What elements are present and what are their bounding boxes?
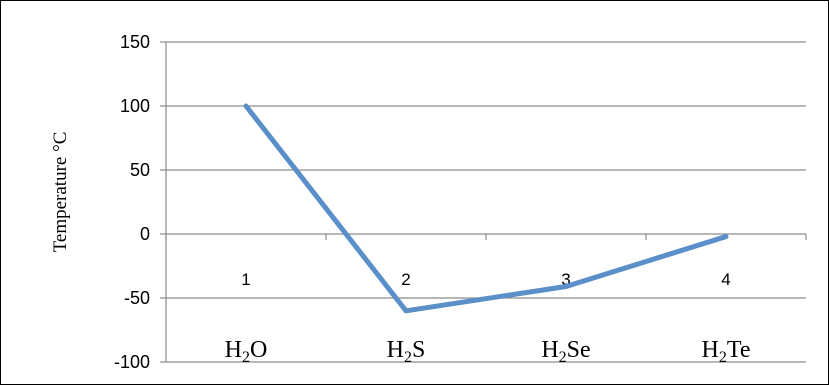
compound-label: H2O xyxy=(225,337,268,366)
series-line xyxy=(243,103,729,314)
y-tick-label: -50 xyxy=(124,288,150,308)
x-tick-label: 4 xyxy=(721,270,730,289)
y-tick-label: 100 xyxy=(120,96,150,116)
x-tick-label: 2 xyxy=(401,270,410,289)
y-tick-label: 150 xyxy=(120,32,150,52)
x-tick-label: 3 xyxy=(561,270,570,289)
compound-label: H2Se xyxy=(541,337,590,366)
y-tick-label: -100 xyxy=(114,352,150,372)
compound-label: H2S xyxy=(387,337,426,366)
y-tick-label: 50 xyxy=(130,160,150,180)
x-tick-label: 1 xyxy=(241,270,250,289)
compound-label: H2Te xyxy=(702,337,751,366)
y-tick-label: 0 xyxy=(140,224,150,244)
y-axis-title: Temperature °C xyxy=(50,132,71,253)
